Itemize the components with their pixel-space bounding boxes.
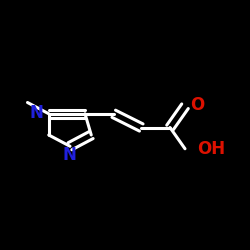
Text: N: N <box>62 146 76 164</box>
Text: OH: OH <box>198 140 226 158</box>
Text: O: O <box>190 96 205 114</box>
Text: N: N <box>30 104 44 122</box>
